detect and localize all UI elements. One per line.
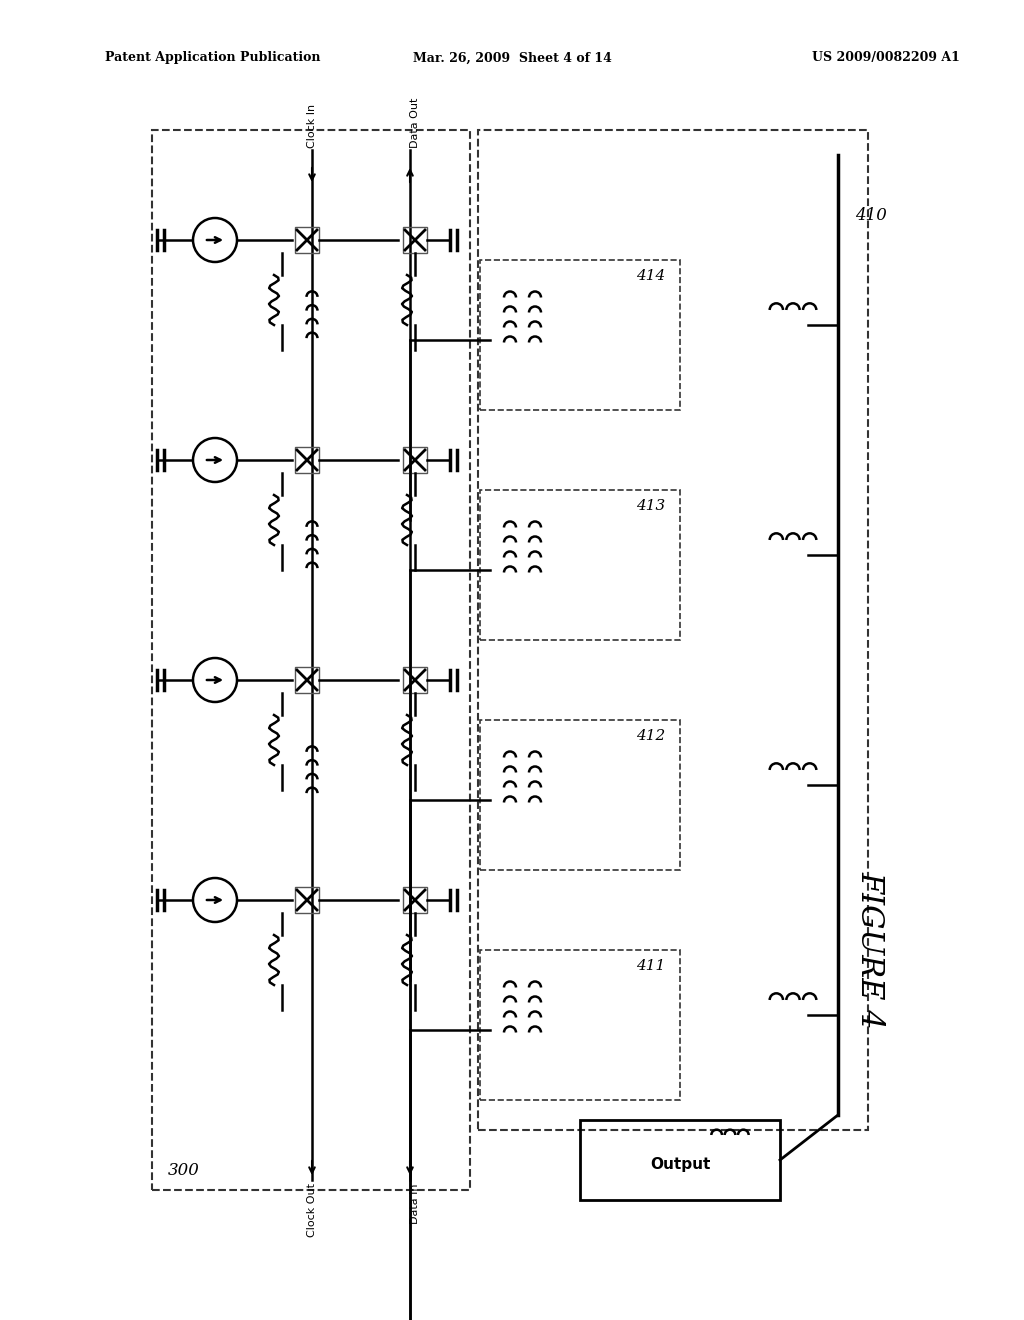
Text: 414: 414	[636, 269, 665, 282]
Bar	[478, 129, 868, 1130]
Bar	[295, 227, 319, 253]
Text: 412: 412	[636, 729, 665, 743]
Text: Data Out: Data Out	[410, 98, 420, 148]
Text: Output: Output	[650, 1158, 711, 1172]
Bar	[403, 227, 427, 253]
Text: 300: 300	[168, 1162, 200, 1179]
Bar	[403, 667, 427, 693]
Circle shape	[193, 878, 237, 921]
Bar	[403, 887, 427, 913]
Text: Clock In: Clock In	[307, 104, 317, 148]
Text: Patent Application Publication: Patent Application Publication	[105, 51, 321, 65]
Circle shape	[193, 657, 237, 702]
Bar	[403, 447, 427, 473]
Circle shape	[193, 438, 237, 482]
Bar	[480, 719, 680, 870]
Circle shape	[193, 218, 237, 261]
Bar	[295, 887, 319, 913]
Bar	[152, 129, 470, 1191]
Text: Mar. 26, 2009  Sheet 4 of 14: Mar. 26, 2009 Sheet 4 of 14	[413, 51, 611, 65]
Text: 411: 411	[636, 960, 665, 973]
Bar	[295, 667, 319, 693]
Bar	[480, 950, 680, 1100]
Bar	[480, 260, 680, 411]
Text: Data In: Data In	[410, 1183, 420, 1224]
Text: US 2009/0082209 A1: US 2009/0082209 A1	[812, 51, 961, 65]
Text: Clock Out: Clock Out	[307, 1183, 317, 1237]
Text: 413: 413	[636, 499, 665, 513]
Text: FIGURE 4: FIGURE 4	[854, 871, 886, 1028]
Bar	[295, 447, 319, 473]
Text: 410: 410	[855, 207, 887, 224]
Bar	[480, 490, 680, 640]
Bar	[580, 1119, 780, 1200]
